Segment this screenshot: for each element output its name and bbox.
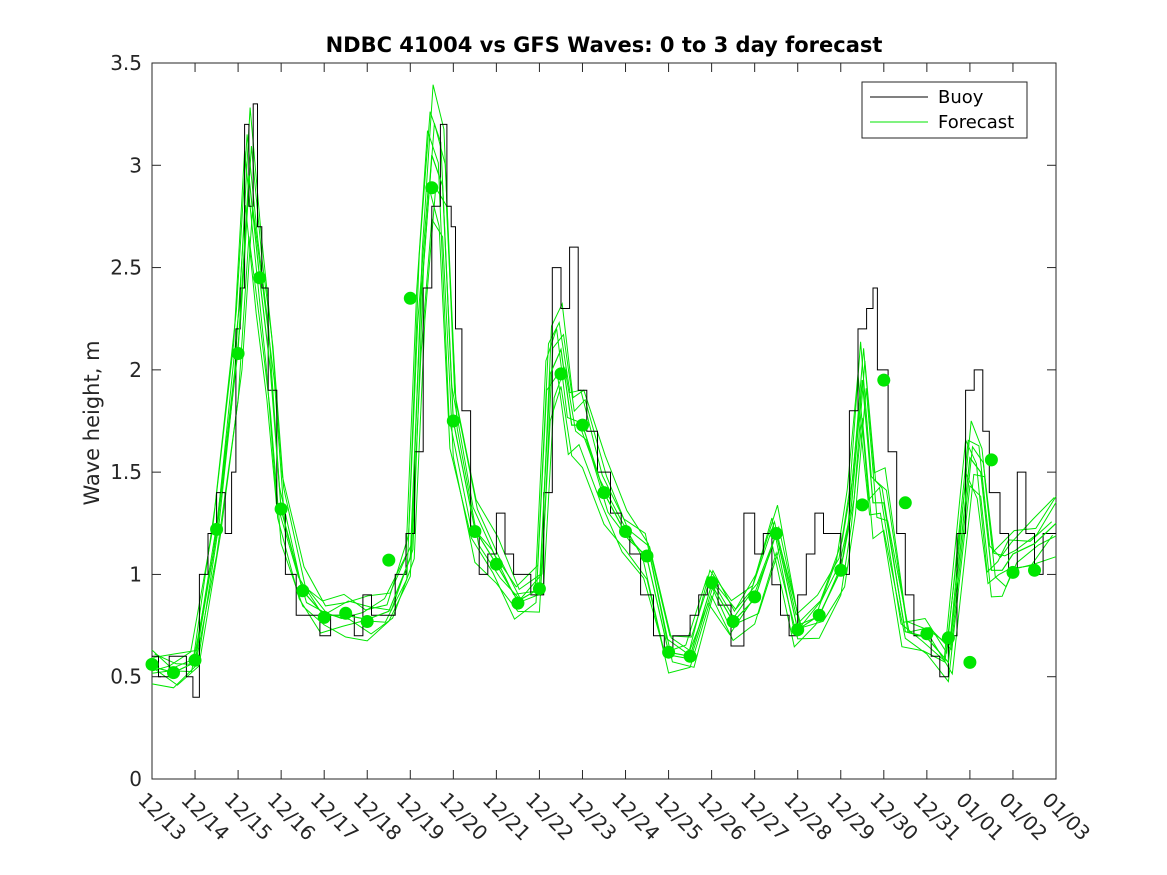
y-tick-label: 1 [129, 562, 142, 586]
forecast-point [145, 657, 159, 671]
plot-frame [151, 62, 1057, 780]
forecast-point [941, 631, 955, 645]
forecast-point [425, 181, 439, 195]
forecast-ensemble-line [151, 217, 1057, 689]
forecast-point [898, 496, 912, 510]
y-axis-label-group: Wave height, m [80, 340, 104, 505]
forecast-point [489, 557, 503, 571]
y-axis-label: Wave height, m [80, 340, 104, 505]
forecast-point [296, 584, 310, 598]
legend: Buoy Forecast [861, 81, 1028, 139]
forecast-point [532, 582, 546, 596]
buoy-series-line [152, 103, 1056, 698]
forecast-point [403, 291, 417, 305]
forecast-point [619, 525, 632, 538]
chart-title: NDBC 41004 vs GFS Waves: 0 to 3 day fore… [326, 33, 883, 57]
forecast-point [812, 608, 826, 622]
y-tick-label: 3 [129, 153, 142, 177]
y-tick-label: 3.5 [110, 51, 142, 75]
forecast-point [791, 623, 805, 637]
forecast-point [1006, 565, 1020, 579]
forecast-point [554, 367, 568, 381]
forecast-point [963, 655, 977, 669]
forecast-ensemble-line [151, 185, 1054, 674]
forecast-point [274, 502, 288, 516]
forecast-point [468, 525, 482, 538]
forecast-point [920, 627, 934, 641]
forecast-point [877, 373, 891, 387]
forecast-point [167, 666, 180, 680]
forecast-ensemble-line [154, 123, 1057, 665]
forecast-point [317, 610, 331, 624]
forecast-point [640, 549, 654, 563]
forecast-point [576, 418, 589, 432]
forecast-point [210, 522, 224, 536]
legend-buoy-label: Buoy [938, 87, 984, 108]
forecast-point [253, 271, 267, 285]
forecast-point [511, 596, 525, 610]
y-tick-label: 0 [129, 767, 142, 791]
y-tick-label: 1.5 [110, 460, 142, 484]
forecast-point [339, 606, 353, 620]
forecast-point [984, 453, 998, 467]
forecast-point [683, 649, 697, 663]
forecast-point [446, 414, 460, 428]
y-tick-label: 2.5 [110, 256, 142, 280]
forecast-point [834, 563, 848, 577]
forecast-point [748, 590, 762, 604]
forecast-point [855, 498, 869, 512]
forecast-point [726, 615, 740, 628]
forecast-point [769, 527, 783, 540]
forecast-point [360, 615, 374, 628]
legend-box [861, 81, 1028, 139]
forecast-point [597, 486, 611, 500]
y-tick-label: 2 [129, 358, 142, 382]
forecast-point [662, 645, 676, 659]
forecast-point [188, 653, 202, 667]
legend-forecast-label: Forecast [938, 112, 1014, 133]
forecast-point [231, 347, 245, 360]
forecast-point [382, 553, 396, 567]
forecast-point [1028, 563, 1041, 577]
forecast-point [705, 576, 719, 590]
y-tick-label: 0.5 [110, 665, 142, 689]
